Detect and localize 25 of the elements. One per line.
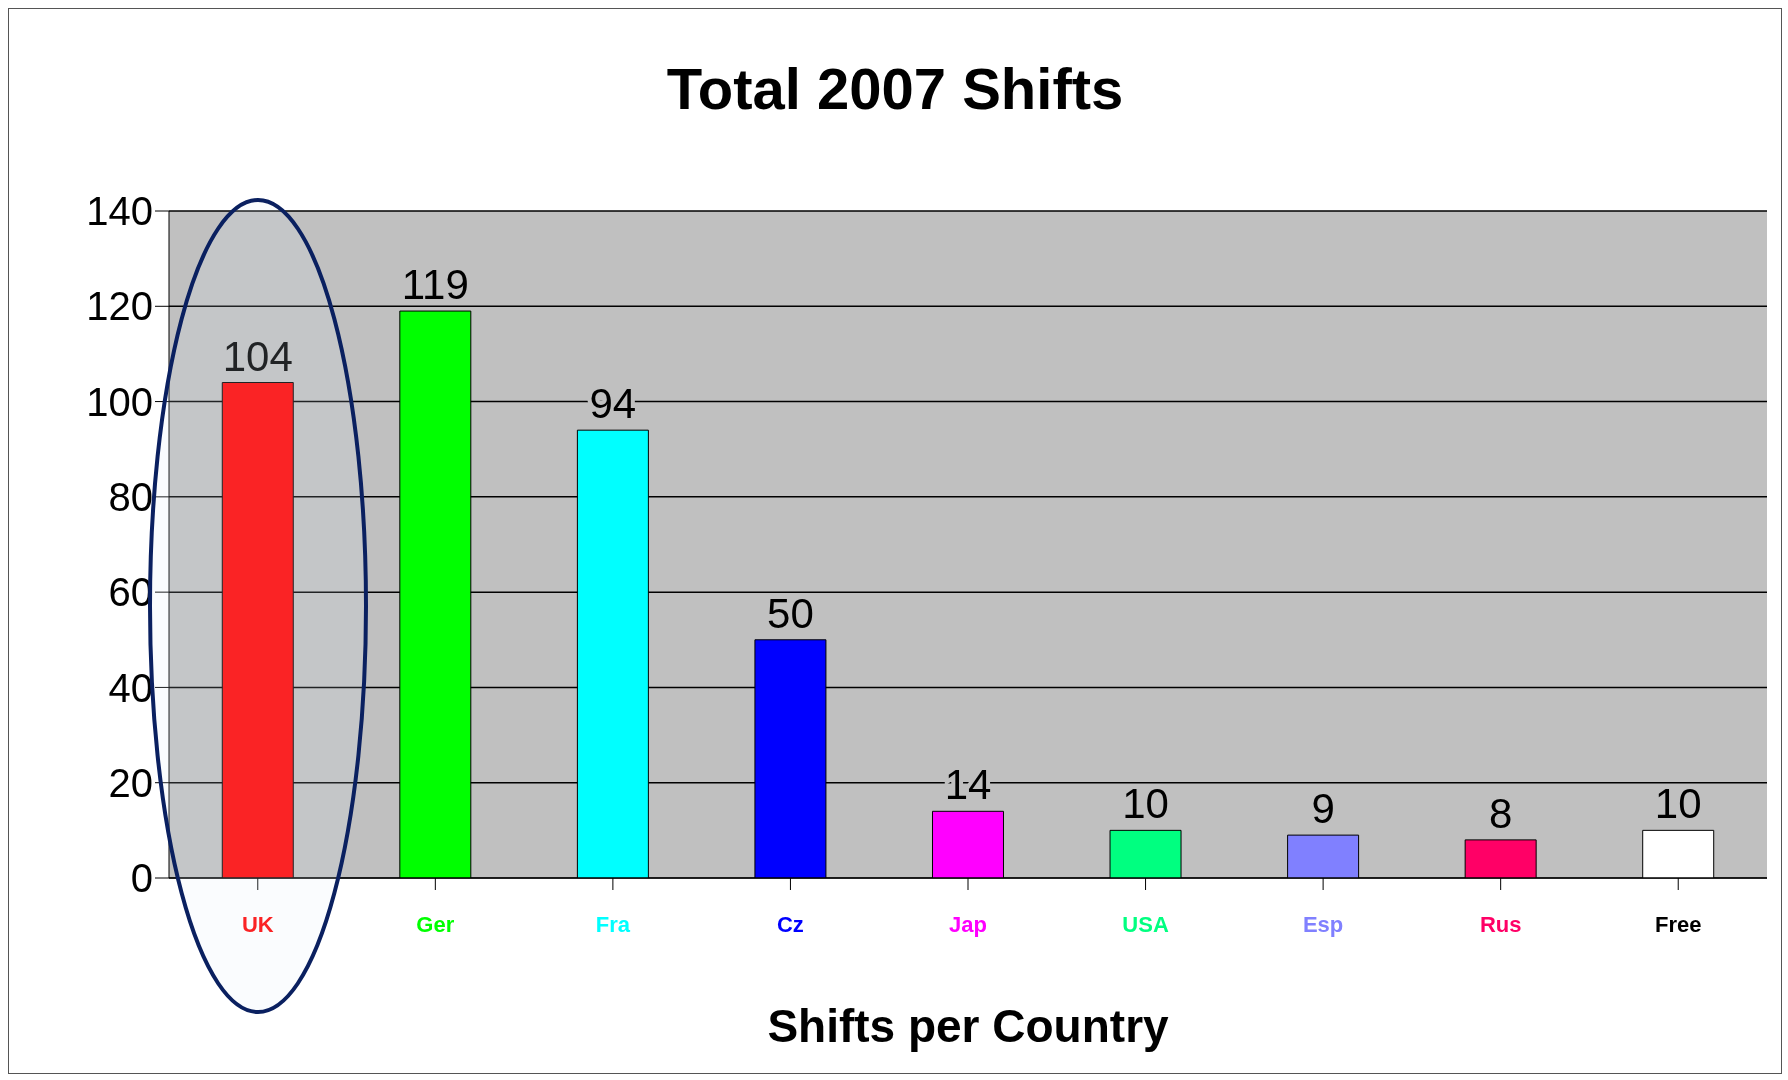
x-tick-label: Esp bbox=[1302, 912, 1344, 937]
x-axis-title: Shifts per Country bbox=[766, 999, 1170, 1053]
y-tick-label: 100 bbox=[86, 379, 153, 424]
x-tick-label: Ger bbox=[416, 912, 455, 937]
y-tick-label: 120 bbox=[86, 284, 153, 329]
x-tick-label: Rus bbox=[1479, 912, 1522, 937]
y-tick-label: 0 bbox=[130, 856, 153, 901]
y-tick-label: 40 bbox=[108, 665, 153, 710]
data-label: 8 bbox=[1488, 789, 1513, 837]
x-tick-label: Free bbox=[1654, 912, 1702, 937]
y-tick-label: 140 bbox=[86, 189, 153, 234]
y-tick-label: 80 bbox=[108, 475, 153, 520]
data-label: 9 bbox=[1311, 785, 1335, 833]
data-label: 10 bbox=[1654, 780, 1702, 828]
data-label: 104 bbox=[222, 332, 293, 380]
x-tick-label: Cz bbox=[777, 912, 804, 937]
x-tick-label: Jap bbox=[949, 912, 987, 937]
data-label: 119 bbox=[401, 261, 469, 309]
data-label: 50 bbox=[767, 589, 814, 637]
y-tick-label: 20 bbox=[108, 760, 153, 805]
data-label: 10 bbox=[1122, 780, 1169, 828]
x-tick-label: UK bbox=[241, 912, 274, 937]
x-tick-label: USA bbox=[1122, 912, 1169, 937]
x-tick-label: Fra bbox=[595, 912, 631, 937]
chart-title: Total 2007 Shifts bbox=[665, 55, 1125, 122]
